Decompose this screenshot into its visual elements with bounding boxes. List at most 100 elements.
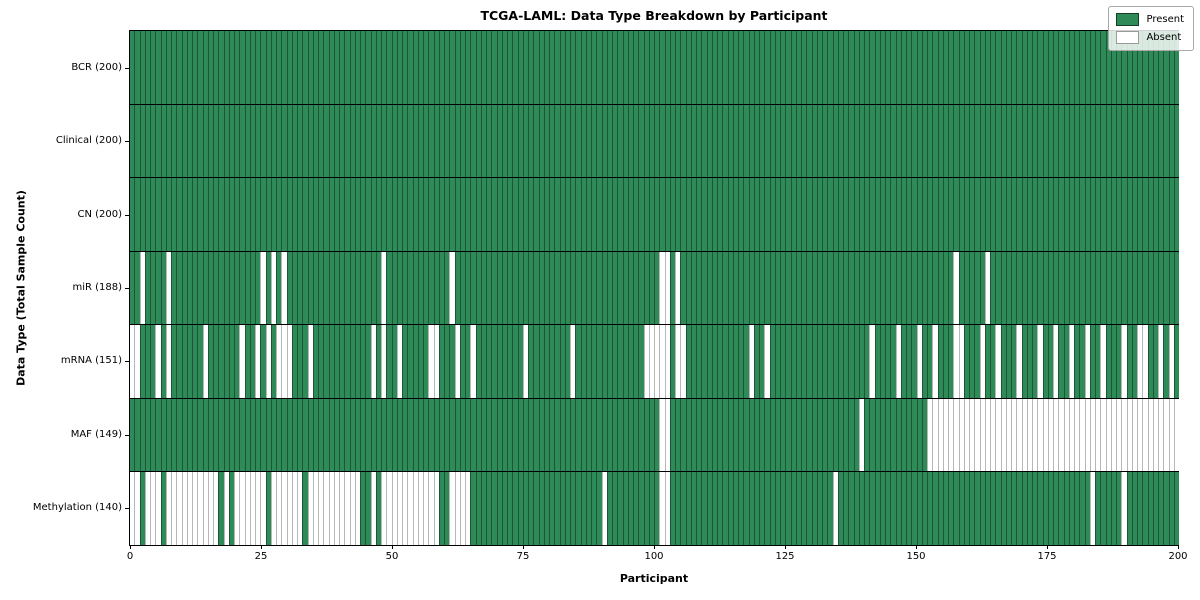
cell-mrna-151-p21-absent [239,325,245,398]
cell-clinical-200-p96-present [633,104,639,178]
cell-mir-188-p43-present [354,251,360,325]
cell-mir-188-p69-present [491,251,497,325]
cell-bcr-200-p43-present [354,31,360,104]
cell-cn-200-p13-present [197,178,203,251]
cell-methylation-140-p126-present [790,472,796,546]
cell-maf-149-p146-present [895,398,901,472]
cell-mrna-151-p88-present [591,325,597,398]
cell-methylation-140-p127-present [795,472,801,546]
cell-mrna-151-p190-present [1126,325,1132,398]
x-tick-label-2: 50 [385,551,399,562]
cell-mir-188-p81-present [554,251,560,325]
cell-maf-149-p15-present [207,398,213,472]
cell-maf-149-p106-present [685,398,691,472]
cell-cn-200-p158-present [958,178,964,251]
cell-cn-200-p178-present [1063,178,1069,251]
cell-clinical-200-p101-present [659,104,665,178]
cell-methylation-140-p193-present [1142,472,1148,546]
cell-bcr-200-p99-present [648,31,654,104]
cell-maf-149-p1-present [134,398,140,472]
cell-cn-200-p36-present [318,178,324,251]
cell-cn-200-p6-present [160,178,166,251]
cell-methylation-140-p152-present [927,472,933,546]
cell-cn-200-p5-present [155,178,161,251]
cell-mrna-151-p143-present [879,325,885,398]
cell-methylation-140-p49-absent [386,472,392,546]
cell-maf-149-p104-present [675,398,681,472]
cell-cn-200-p187-present [1110,178,1116,251]
cell-mrna-151-p140-present [864,325,870,398]
cell-bcr-200-p184-present [1095,31,1101,104]
cell-methylation-140-p92-present [612,472,618,546]
cell-cn-200-p169-present [1016,178,1022,251]
cell-mrna-151-p27-present [270,325,276,398]
cell-maf-149-p100-present [654,398,660,472]
cell-clinical-200-p189-present [1121,104,1127,178]
cell-cn-200-p99-present [648,178,654,251]
cell-maf-149-p14-present [202,398,208,472]
cell-mrna-151-p25-present [260,325,266,398]
cell-mrna-151-p60-present [444,325,450,398]
cell-mrna-151-p6-present [160,325,166,398]
cell-cn-200-p37-present [323,178,329,251]
cell-maf-149-p94-present [622,398,628,472]
cell-bcr-200-p132-present [822,31,828,104]
cell-methylation-140-p132-present [822,472,828,546]
cell-clinical-200-p121-present [764,104,770,178]
cell-cn-200-p105-present [680,178,686,251]
cell-methylation-140-p38-absent [328,472,334,546]
cell-maf-149-p127-present [795,398,801,472]
cell-mrna-151-p61-present [449,325,455,398]
cell-mrna-151-p139-present [858,325,864,398]
cell-bcr-200-p115-present [732,31,738,104]
cell-maf-149-p107-present [690,398,696,472]
cell-methylation-140-p137-present [848,472,854,546]
y-tick-label-3: miR (188) [72,282,122,293]
cell-bcr-200-p136-present [843,31,849,104]
cell-bcr-200-p13-present [197,31,203,104]
cell-methylation-140-p189-absent [1121,472,1127,546]
cell-methylation-140-p104-present [675,472,681,546]
cell-bcr-200-p167-present [1005,31,1011,104]
cell-clinical-200-p15-present [207,104,213,178]
cell-mrna-151-p141-absent [869,325,875,398]
cell-cn-200-p134-present [832,178,838,251]
cell-bcr-200-p84-present [570,31,576,104]
cell-mrna-151-p108-present [696,325,702,398]
cell-bcr-200-p62-present [454,31,460,104]
cell-mrna-151-p92-present [612,325,618,398]
cell-clinical-200-p2-present [139,104,145,178]
cell-cn-200-p43-present [354,178,360,251]
cell-bcr-200-p183-present [1089,31,1095,104]
cell-clinical-200-p103-present [669,104,675,178]
cell-methylation-140-p62-absent [454,472,460,546]
cell-methylation-140-p3-absent [144,472,150,546]
cell-mrna-151-p67-present [480,325,486,398]
cell-clinical-200-p135-present [837,104,843,178]
cell-cn-200-p17-present [218,178,224,251]
cell-clinical-200-p74-present [517,104,523,178]
cell-maf-149-p28-present [276,398,282,472]
cell-mrna-151-p99-absent [648,325,654,398]
cell-mir-188-p36-present [318,251,324,325]
cell-cn-200-p163-present [984,178,990,251]
cell-bcr-200-p23-present [249,31,255,104]
cell-mir-188-p82-present [559,251,565,325]
cell-clinical-200-p136-present [843,104,849,178]
cell-bcr-200-p134-present [832,31,838,104]
cell-clinical-200-p53-present [407,104,413,178]
cell-cn-200-p123-present [774,178,780,251]
cell-mrna-151-p121-absent [764,325,770,398]
cell-mrna-151-p152-present [927,325,933,398]
cell-bcr-200-p168-present [1011,31,1017,104]
cell-clinical-200-p112-present [717,104,723,178]
cell-methylation-140-p171-present [1026,472,1032,546]
cell-maf-149-p137-present [848,398,854,472]
cell-maf-149-p53-present [407,398,413,472]
cell-cn-200-p176-present [1053,178,1059,251]
cell-mrna-151-p10-present [181,325,187,398]
cell-methylation-140-p89-present [596,472,602,546]
cell-mir-188-p39-present [333,251,339,325]
cell-mrna-151-p9-present [176,325,182,398]
cell-mir-188-p152-present [927,251,933,325]
